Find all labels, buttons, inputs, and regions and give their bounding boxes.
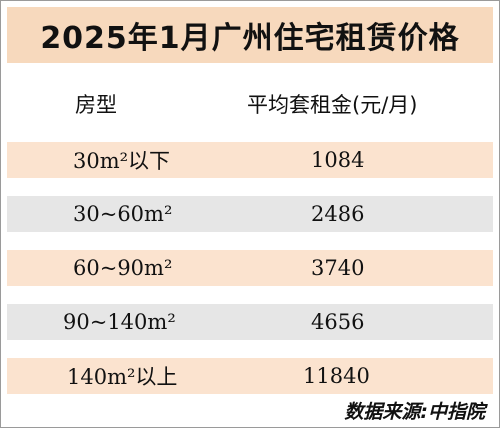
rent-cell: 11840: [303, 364, 370, 388]
room-type-cell: 30m²以下: [73, 149, 171, 173]
room-type-cell: 30~60m²: [73, 202, 173, 226]
rent-cell: 1084: [311, 148, 365, 172]
rent-cell: 2486: [311, 202, 365, 226]
room-type-cell: 60~90m²: [73, 256, 173, 280]
table-row: 90~140m² 4656: [7, 304, 493, 340]
header-room-type: 房型: [75, 93, 117, 117]
room-type-cell: 90~140m²: [63, 310, 176, 334]
room-type-cell: 140m²以上: [67, 365, 178, 389]
page-title: 2025年1月广州住宅租赁价格: [40, 21, 460, 56]
table-header-row: 房型 平均套租金(元/月): [7, 79, 493, 129]
table-row: 140m²以上 11840: [7, 358, 493, 394]
table-row: 30~60m² 2486: [7, 196, 493, 232]
rent-cell: 4656: [311, 310, 365, 334]
header-average-rent: 平均套租金(元/月): [247, 93, 418, 117]
data-source-note: 数据来源:中指院: [344, 401, 485, 423]
title-bar: 2025年1月广州住宅租赁价格: [7, 7, 493, 63]
table-row: 60~90m² 3740: [7, 250, 493, 286]
table-row: 30m²以下 1084: [7, 142, 493, 178]
rent-cell: 3740: [311, 256, 365, 280]
